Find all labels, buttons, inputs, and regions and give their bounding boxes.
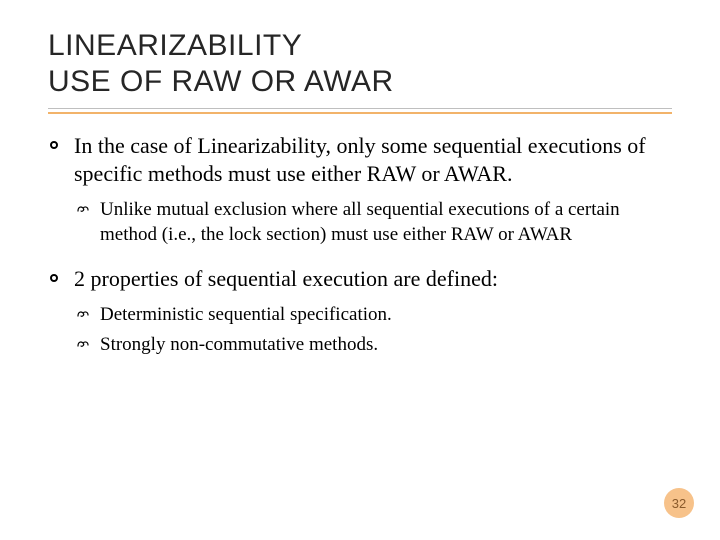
sub-list: Unlike mutual exclusion where all sequen… — [76, 198, 672, 247]
list-item: Unlike mutual exclusion where all sequen… — [76, 198, 672, 247]
title-line-2: USE OF RAW OR AWAR — [48, 65, 394, 98]
page-number: 32 — [672, 496, 686, 511]
sub-list: Deterministic sequential specification. … — [76, 303, 672, 358]
list-item-text: Unlike mutual exclusion where all sequen… — [100, 199, 620, 244]
list-item: In the case of Linearizability, only som… — [48, 132, 672, 247]
divider-outer — [48, 108, 672, 109]
bullet-list: In the case of Linearizability, only som… — [48, 132, 672, 358]
slide: LINEARIZABILITY USE OF RAW OR AWAR In th… — [0, 0, 720, 540]
page-number-badge: 32 — [664, 488, 694, 518]
list-item-text: 2 properties of sequential execution are… — [74, 266, 498, 291]
list-item-text: Deterministic sequential specification. — [100, 304, 392, 325]
slide-title: LINEARIZABILITY USE OF RAW OR AWAR — [48, 28, 672, 100]
list-item-text: In the case of Linearizability, only som… — [74, 133, 646, 186]
title-line-1: LINEARIZABILITY — [48, 29, 302, 62]
list-item: Deterministic sequential specification. — [76, 303, 672, 327]
divider-inner — [48, 112, 672, 114]
list-item-text: Strongly non-commutative methods. — [100, 334, 378, 355]
list-item: 2 properties of sequential execution are… — [48, 265, 672, 358]
list-item: Strongly non-commutative methods. — [76, 333, 672, 357]
